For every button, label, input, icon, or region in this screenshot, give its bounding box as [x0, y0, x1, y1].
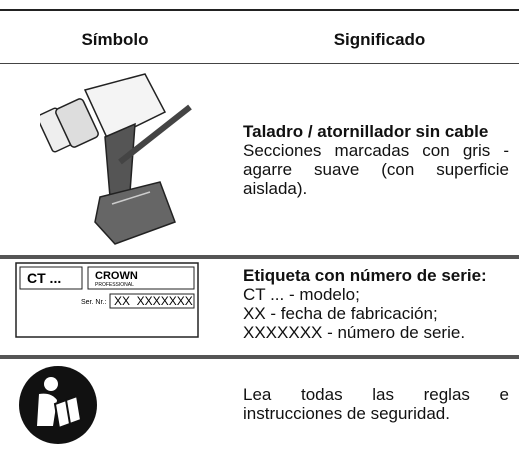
row-line: Secciones marcadas con gris - agarre sua… [243, 141, 509, 198]
label-serial-caption: Ser. Nr.: [81, 299, 106, 306]
row-line: XX - fecha de fabricación; [243, 304, 438, 323]
row-title: Taladro / atornillador sin cable [243, 122, 489, 141]
row-line: XXXXXXX - número de serie. [243, 323, 466, 342]
label-brand-sub: PROFESSIONAL [95, 282, 134, 288]
label-serial: XX XXXXXXX [114, 294, 193, 308]
header-rule [0, 63, 519, 64]
row1-text: Taladro / atornillador sin cable Seccion… [243, 122, 509, 198]
row-line: CT ... - modelo; [243, 285, 360, 304]
row3-text: Lea todas las reglas e instrucciones de … [243, 385, 509, 423]
serial-label: CT ... CROWN PROFESSIONAL Ser. Nr.: XX X… [15, 262, 199, 338]
row-rule [0, 355, 519, 359]
label-brand: CROWN [95, 270, 138, 282]
drill-icon [40, 73, 192, 245]
row-line: Lea todas las reglas e instrucciones de … [243, 385, 509, 423]
header-meaning: Significado [333, 30, 426, 49]
row2-text: Etiqueta con número de serie: CT ... - m… [243, 266, 509, 342]
label-model: CT ... [27, 270, 61, 286]
header-symbol: Símbolo [81, 30, 149, 49]
row-title: Etiqueta con número de serie: [243, 266, 487, 285]
top-rule [0, 9, 519, 11]
manual-icon [19, 366, 97, 444]
row-rule [0, 255, 519, 259]
